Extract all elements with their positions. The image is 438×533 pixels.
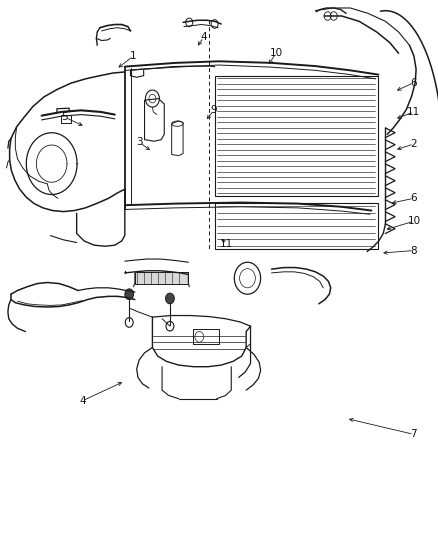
Circle shape: [166, 293, 174, 304]
Text: 3: 3: [136, 138, 143, 147]
Text: 11: 11: [220, 239, 233, 248]
Bar: [215, 76, 378, 196]
Text: 9: 9: [210, 106, 217, 115]
Text: 1: 1: [130, 51, 137, 61]
Text: 11: 11: [407, 107, 420, 117]
Bar: [61, 115, 71, 123]
Bar: [193, 329, 219, 344]
Text: 4: 4: [79, 396, 86, 406]
Text: 10: 10: [269, 49, 283, 58]
Text: 6: 6: [410, 78, 417, 87]
Text: 7: 7: [410, 430, 417, 439]
Text: 10: 10: [407, 216, 420, 226]
Text: 8: 8: [410, 246, 417, 255]
Text: 6: 6: [410, 193, 417, 203]
Circle shape: [125, 289, 134, 300]
Text: 4: 4: [200, 33, 207, 42]
Text: 2: 2: [410, 139, 417, 149]
Bar: [215, 203, 378, 249]
Bar: [135, 272, 188, 284]
Text: 5: 5: [61, 112, 68, 122]
